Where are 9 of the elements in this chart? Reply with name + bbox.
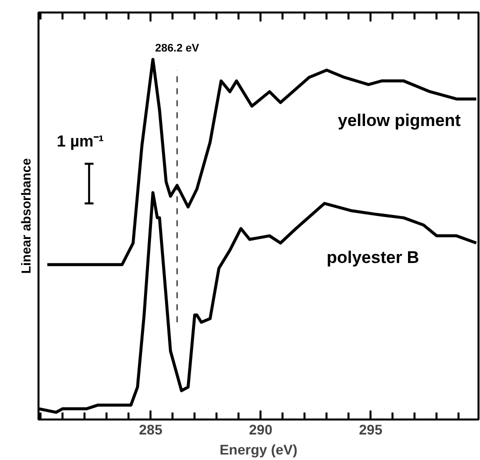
- series-label: yellow pigment: [338, 111, 462, 130]
- ref-line-label: 286.2 eV: [155, 42, 200, 55]
- x-tick-label: 295: [359, 422, 383, 438]
- y-axis-title: Linear absorbance: [18, 158, 34, 274]
- series-label: polyester B: [326, 248, 420, 267]
- x-tick-label: 290: [249, 422, 273, 438]
- x-axis-title: Energy (eV): [220, 442, 298, 458]
- annotation: 1 µm⁻¹: [56, 134, 104, 151]
- x-tick-label: 285: [139, 422, 163, 438]
